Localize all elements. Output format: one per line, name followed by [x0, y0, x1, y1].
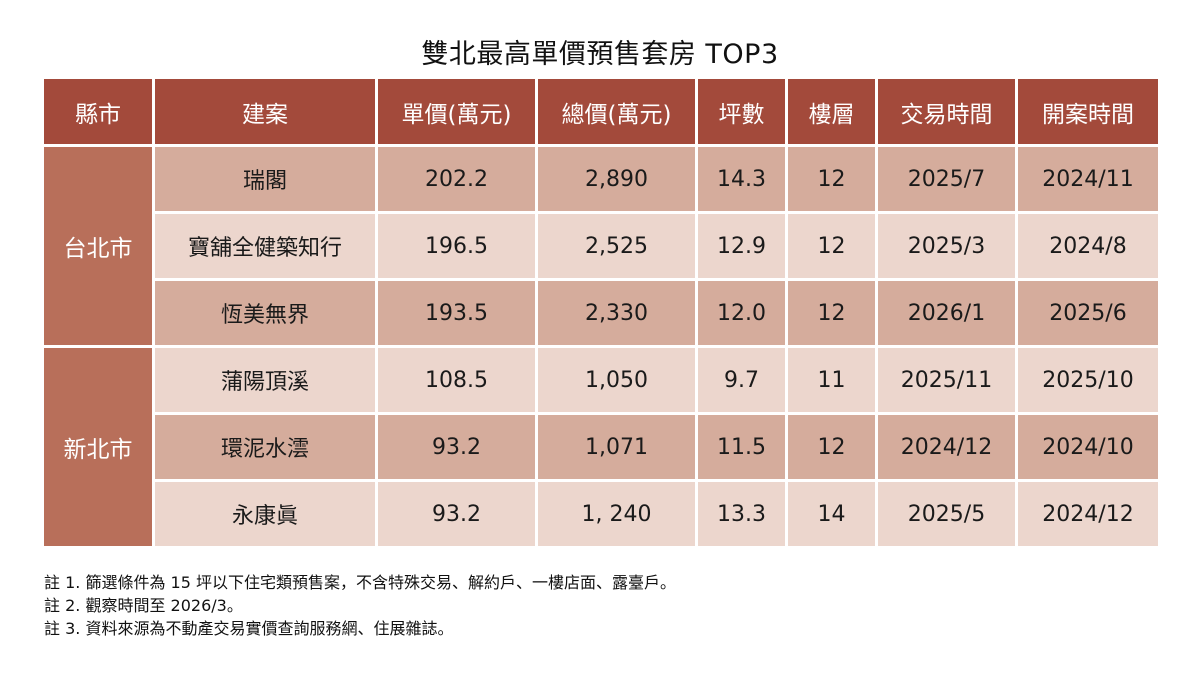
- table-row: 恆美無界 193.5 2,330 12.0 12 2026/1 2025/6: [43, 278, 1161, 348]
- column-header-open-time: 開案時間: [1015, 76, 1161, 147]
- column-header-project: 建案: [152, 76, 378, 147]
- column-header-unit-price: 單價(萬元): [375, 76, 538, 147]
- column-header-deal-time: 交易時間: [875, 76, 1018, 147]
- ping-cell: 9.7: [695, 345, 788, 415]
- ping-cell: 14.3: [695, 144, 788, 214]
- ping-cell: 11.5: [695, 412, 788, 482]
- open-time-cell: 2024/10: [1015, 412, 1161, 482]
- table-row: 寶舖全健築知行 196.5 2,525 12.9 12 2025/3 2024/…: [43, 211, 1161, 281]
- footnote-3: 註 3. 資料來源為不動產交易實價查詢服務網、住展雜誌。: [44, 619, 454, 638]
- total-price-cell: 2,525: [535, 211, 698, 281]
- unit-price-cell: 108.5: [375, 345, 538, 415]
- footnotes: 註 1. 篩選條件為 15 坪以下住宅類預售案，不含特殊交易、解約戶、一樓店面、…: [44, 571, 676, 640]
- table-row: 環泥水澐 93.2 1,071 11.5 12 2024/12 2024/10: [43, 412, 1161, 482]
- unit-price-cell: 202.2: [375, 144, 538, 214]
- deal-time-cell: 2025/11: [875, 345, 1018, 415]
- table-row: 台北市 瑞閣 202.2 2,890 14.3 12 2025/7 2024/1…: [41, 144, 1161, 348]
- floor-cell: 12: [785, 211, 878, 281]
- open-time-cell: 2025/6: [1015, 278, 1161, 348]
- city-cell-taipei: 台北市: [41, 144, 155, 348]
- unit-price-cell: 193.5: [375, 278, 538, 348]
- ping-cell: 12.9: [695, 211, 788, 281]
- footnote-1: 註 1. 篩選條件為 15 坪以下住宅類預售案，不含特殊交易、解約戶、一樓店面、…: [44, 573, 676, 592]
- floor-cell: 12: [785, 144, 878, 214]
- project-cell: 寶舖全健築知行: [152, 211, 378, 281]
- floor-cell: 14: [785, 479, 878, 549]
- deal-time-cell: 2024/12: [875, 412, 1018, 482]
- total-price-cell: 1,071: [535, 412, 698, 482]
- column-header-floor: 樓層: [785, 76, 878, 147]
- deal-time-cell: 2026/1: [875, 278, 1018, 348]
- project-cell: 瑞閣: [152, 144, 378, 214]
- total-price-cell: 2,330: [535, 278, 698, 348]
- column-header-ping: 坪數: [695, 76, 788, 147]
- project-cell: 恆美無界: [152, 278, 378, 348]
- table-row: 永康眞 93.2 1, 240 13.3 14 2025/5 2024/12: [43, 479, 1161, 549]
- project-cell: 蒲陽頂溪: [152, 345, 378, 415]
- total-price-cell: 1,050: [535, 345, 698, 415]
- unit-price-cell: 196.5: [375, 211, 538, 281]
- deal-time-cell: 2025/5: [875, 479, 1018, 549]
- table-header-row: 縣市 建案 單價(萬元) 總價(萬元) 坪數 樓層 交易時間 開案時間: [41, 76, 1161, 147]
- open-time-cell: 2024/12: [1015, 479, 1161, 549]
- column-header-city: 縣市: [41, 76, 155, 147]
- column-header-total-price: 總價(萬元): [535, 76, 698, 147]
- ping-cell: 12.0: [695, 278, 788, 348]
- open-time-cell: 2025/10: [1015, 345, 1161, 415]
- open-time-cell: 2024/11: [1015, 144, 1161, 214]
- project-cell: 環泥水澐: [152, 412, 378, 482]
- footnote-2: 註 2. 觀察時間至 2026/3。: [44, 596, 243, 615]
- unit-price-cell: 93.2: [375, 479, 538, 549]
- ping-cell: 13.3: [695, 479, 788, 549]
- table-row: 新北市 蒲陽頂溪 108.5 1,050 9.7 11 2025/11 2025…: [41, 345, 1161, 549]
- floor-cell: 11: [785, 345, 878, 415]
- project-cell: 永康眞: [152, 479, 378, 549]
- unit-price-cell: 93.2: [375, 412, 538, 482]
- total-price-cell: 1, 240: [535, 479, 698, 549]
- floor-cell: 12: [785, 412, 878, 482]
- deal-time-cell: 2025/3: [875, 211, 1018, 281]
- page-title: 雙北最高單價預售套房 TOP3: [421, 39, 779, 70]
- data-table: 縣市 建案 單價(萬元) 總價(萬元) 坪數 樓層 交易時間 開案時間 台北市 …: [41, 76, 1161, 549]
- total-price-cell: 2,890: [535, 144, 698, 214]
- open-time-cell: 2024/8: [1015, 211, 1161, 281]
- floor-cell: 12: [785, 278, 878, 348]
- city-cell-new-taipei: 新北市: [41, 345, 155, 549]
- deal-time-cell: 2025/7: [875, 144, 1018, 214]
